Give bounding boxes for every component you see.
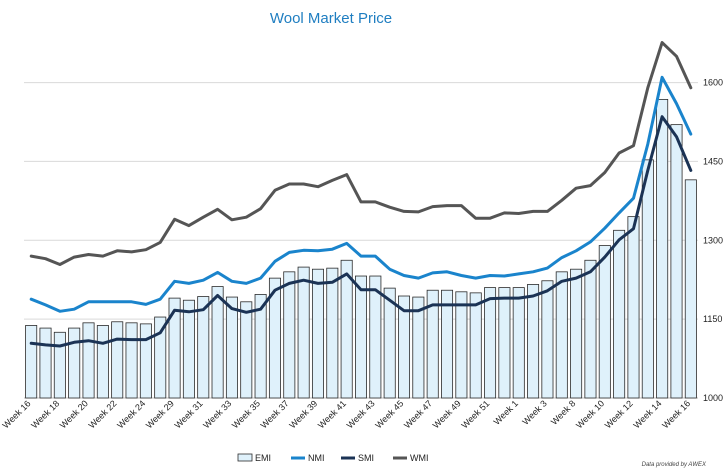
emi-bar	[211, 286, 224, 399]
x-tick-label: Week 16	[660, 398, 692, 430]
legend-label-emi: EMI	[255, 453, 271, 463]
emi-bar	[484, 287, 497, 399]
emi-bar	[53, 331, 66, 399]
legend-label-smi: SMI	[358, 453, 374, 463]
emi-bar	[584, 259, 597, 399]
emi-bar	[684, 179, 697, 399]
x-tick-label: Week 31	[173, 398, 205, 430]
emi-bar	[326, 267, 339, 399]
y-axis-tick-labels: 1000 1150 1300 1450 1600	[703, 78, 723, 403]
x-tick-label: Week 10	[574, 398, 606, 430]
x-tick-label: Week 18	[29, 398, 61, 430]
x-tick-label: Week 41	[316, 398, 348, 430]
emi-bar	[254, 294, 267, 399]
emi-bar	[125, 322, 138, 399]
emi-bar	[383, 287, 396, 399]
emi-bar	[455, 291, 468, 399]
x-tick-label: Week 12	[603, 398, 635, 430]
legend: EMI NMI SMI WMI	[237, 453, 429, 463]
legend-label-wmi: WMI	[410, 453, 429, 463]
emi-bar	[139, 323, 152, 399]
x-tick-label: Week 20	[58, 398, 90, 430]
emi-bar	[598, 245, 611, 399]
emi-bar	[369, 275, 382, 399]
emi-bar	[527, 284, 540, 399]
emi-bar	[225, 296, 238, 399]
emi-bar	[541, 280, 554, 399]
emi-bar	[613, 229, 626, 399]
emi-bar	[111, 321, 124, 399]
series-lines	[29, 41, 693, 348]
emi-bars	[25, 98, 697, 399]
source-note: Data provided by AWEX	[642, 462, 707, 468]
emi-bar	[570, 268, 583, 399]
y-tick-label: 1300	[703, 235, 723, 245]
emi-bar	[182, 299, 195, 399]
y-tick-label: 1000	[703, 393, 723, 403]
nmi-line	[29, 75, 693, 313]
emi-bar	[426, 289, 439, 399]
x-tick-label: Week 33	[201, 398, 233, 430]
x-tick-label: Week 49	[431, 398, 463, 430]
emi-bar	[25, 325, 38, 399]
emi-bar	[197, 296, 210, 399]
y-tick-label: 1450	[703, 156, 723, 166]
x-tick-label: Week 51	[459, 398, 491, 430]
x-tick-label: Week 1	[492, 398, 521, 427]
emi-bar	[355, 275, 367, 399]
x-tick-label: Week 43	[345, 398, 377, 430]
emi-bar	[469, 292, 482, 399]
emi-bar	[398, 295, 411, 399]
emi-bar	[68, 327, 81, 399]
x-tick-label: Week 8	[549, 398, 578, 427]
emi-bar	[340, 259, 353, 399]
legend-swatch-emi	[237, 453, 253, 462]
x-tick-label: Week 29	[144, 398, 176, 430]
emi-bar	[512, 287, 525, 399]
emi-bar	[283, 271, 296, 399]
x-tick-label: Week 45	[373, 398, 405, 430]
legend-label-nmi: NMI	[308, 453, 325, 463]
emi-bar	[96, 325, 109, 399]
emi-bar	[641, 159, 654, 399]
emi-bar	[168, 297, 181, 399]
emi-bar	[39, 327, 52, 399]
x-tick-label: Week 14	[631, 398, 663, 430]
emi-bar	[412, 296, 425, 399]
smi-line	[29, 115, 693, 348]
emi-bar	[154, 316, 167, 399]
emi-bar	[268, 277, 281, 399]
y-tick-label: 1150	[703, 314, 722, 324]
emi-bar	[670, 124, 683, 399]
emi-bar	[311, 268, 324, 399]
emi-bar	[297, 266, 310, 399]
x-tick-label: Week 16	[1, 398, 33, 430]
x-tick-label: Week 35	[230, 398, 262, 430]
emi-bar	[627, 216, 640, 399]
emi-bar	[441, 289, 454, 399]
y-tick-label: 1600	[703, 78, 723, 88]
emi-bar	[555, 271, 568, 399]
x-tick-label: Week 39	[287, 398, 319, 430]
x-tick-label: Week 22	[87, 398, 119, 430]
x-tick-label: Week 37	[259, 398, 291, 430]
chart-title: Wool Market Price	[270, 10, 392, 27]
x-tick-label: Week 24	[115, 398, 147, 430]
wmi-line	[29, 41, 693, 266]
emi-bar	[656, 98, 669, 399]
x-tick-label: Week 3	[520, 398, 549, 427]
emi-bar	[82, 322, 95, 399]
emi-bar	[498, 287, 511, 399]
emi-bar	[240, 301, 253, 399]
x-tick-label: Week 47	[402, 398, 434, 430]
